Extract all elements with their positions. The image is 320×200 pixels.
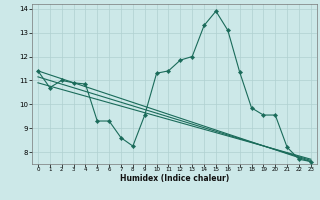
X-axis label: Humidex (Indice chaleur): Humidex (Indice chaleur) <box>120 174 229 183</box>
